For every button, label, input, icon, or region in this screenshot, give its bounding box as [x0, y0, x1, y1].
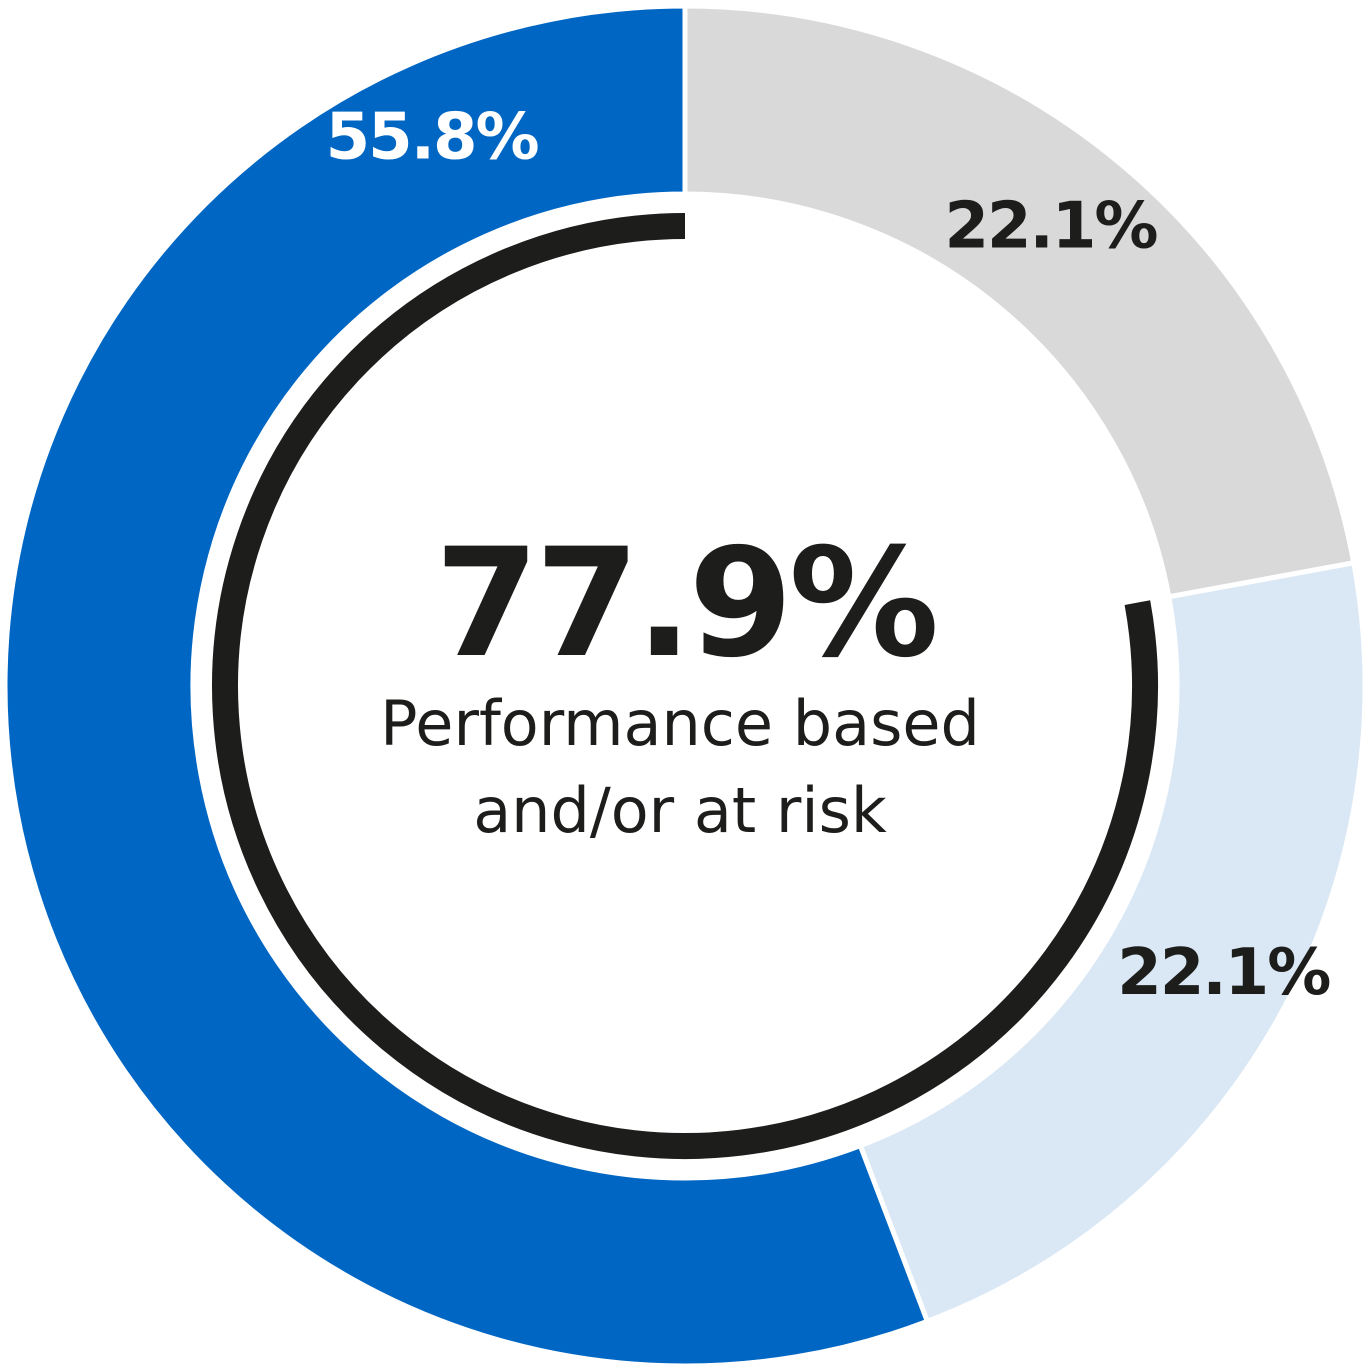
slice-labels: 22.1% 22.1% 55.8%: [326, 100, 1333, 1010]
donut-slice-2: [857, 559, 1368, 1325]
donut-slice-3: [2, 3, 931, 1369]
donut-slice-1: [682, 3, 1357, 600]
center-caption-line-2: and/or at risk: [473, 774, 887, 847]
center-value: 77.9%: [435, 517, 935, 691]
slice-label-3: 55.8%: [326, 100, 539, 174]
slice-label-2: 22.1%: [1117, 936, 1330, 1010]
slice-label-1: 22.1%: [944, 190, 1157, 264]
donut-slices: [2, 3, 1368, 1369]
center-caption-line-1: Performance based: [380, 687, 980, 760]
at-risk-highlight-arc: [212, 213, 1158, 1159]
